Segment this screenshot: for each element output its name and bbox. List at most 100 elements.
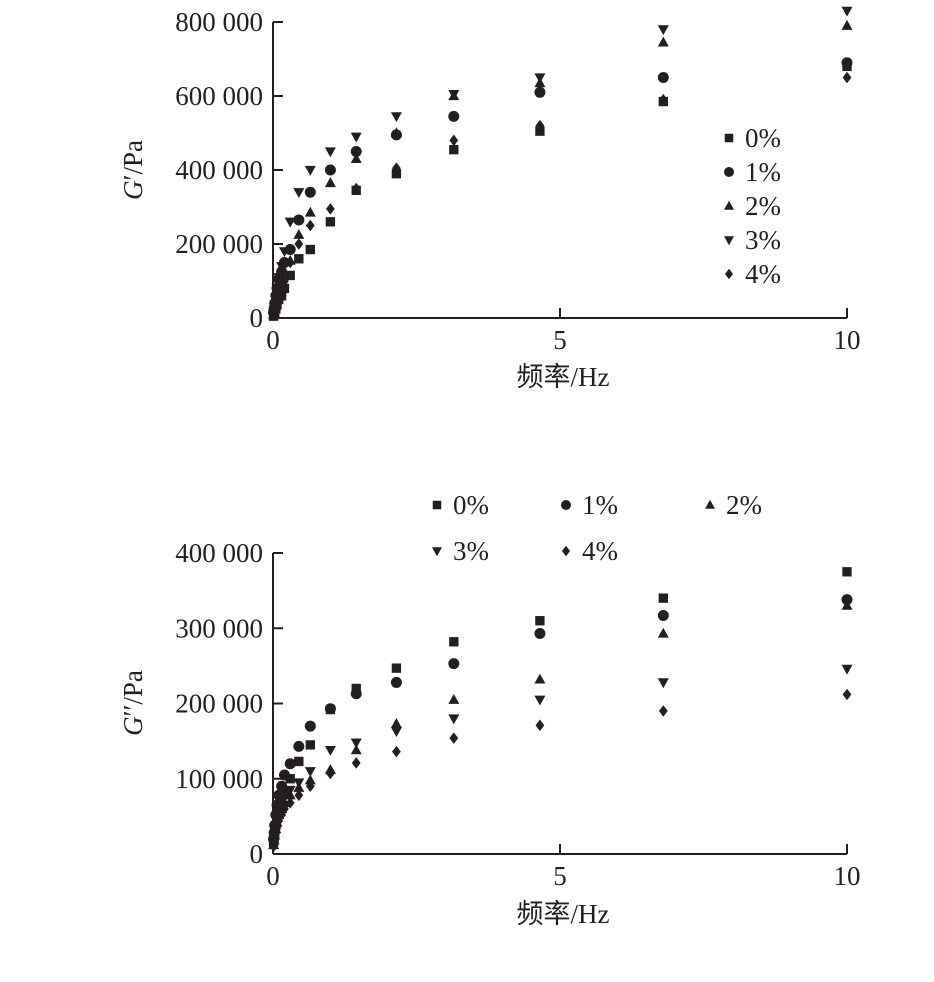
y-tick-label: 0	[250, 303, 264, 333]
data-point	[284, 758, 296, 770]
legend-marker	[432, 547, 442, 557]
data-point	[657, 72, 669, 83]
data-point	[392, 745, 401, 758]
legend-item: 1%	[561, 490, 618, 520]
data-point	[390, 718, 402, 728]
data-point	[294, 238, 304, 250]
legend-item: 4%	[562, 536, 618, 566]
legend-label: 3%	[453, 536, 489, 566]
y-tick-label: 200 000	[175, 229, 263, 259]
chart1-x-axis-label: 频率/Hz	[517, 362, 610, 392]
legend-item: 2%	[724, 191, 781, 221]
data-point	[351, 757, 361, 769]
chart2-legend: 0% 1% 2% 3% 4%	[432, 490, 762, 566]
legend-label: 4%	[582, 536, 618, 566]
data-point	[657, 36, 669, 47]
data-point	[305, 740, 315, 750]
data-point	[293, 188, 305, 198]
series-0pct	[268, 567, 852, 848]
legend-label: 1%	[745, 157, 781, 187]
legend-item: 0%	[432, 490, 489, 520]
data-point	[534, 673, 546, 684]
legend-item: 4%	[725, 259, 781, 289]
legend-label: 3%	[745, 225, 781, 255]
legend-marker	[561, 500, 571, 510]
data-point	[285, 256, 295, 269]
legend-item: 2%	[705, 490, 762, 520]
data-point	[324, 147, 336, 158]
storage-modulus-chart: 0 200 000 400 000 600 000 800 000 0 5 10 G′/Pa…	[118, 6, 861, 392]
data-point	[449, 134, 459, 147]
data-point	[294, 756, 304, 767]
legend-marker	[562, 545, 570, 557]
chart1-y-axis-label: G′/Pa	[118, 140, 148, 200]
data-point	[271, 300, 281, 312]
data-point	[841, 599, 853, 610]
data-point	[449, 732, 459, 744]
data-point	[276, 262, 288, 272]
series-1pct	[268, 594, 853, 845]
y-tick-label: 400 000	[175, 538, 263, 568]
data-point	[351, 182, 361, 195]
data-point	[326, 203, 335, 215]
y-tick-label: 0	[250, 839, 264, 869]
x-tick-label: 10	[834, 861, 861, 891]
data-point	[304, 206, 316, 217]
legend-label: 0%	[453, 490, 489, 520]
y-tick-label: 200 000	[175, 689, 263, 719]
data-point	[324, 746, 336, 756]
legend-item: 3%	[724, 225, 781, 255]
x-tick-label: 5	[553, 861, 567, 891]
data-point	[284, 217, 296, 228]
data-point	[658, 93, 668, 106]
data-point	[284, 785, 296, 796]
legend-item: 0%	[724, 123, 781, 153]
data-point	[449, 144, 459, 155]
data-point	[842, 567, 852, 577]
data-point	[449, 637, 459, 647]
data-point	[276, 780, 288, 792]
legend-marker	[724, 236, 734, 246]
loss-modulus-chart: 0 100 000 200 000 300 000 400 000 0 5 10 G′′/P…	[118, 490, 861, 929]
data-point	[285, 270, 295, 281]
data-point	[293, 778, 305, 789]
data-point	[448, 110, 460, 122]
data-point	[841, 57, 853, 69]
data-point	[304, 774, 316, 785]
chart2-y-axis-label: G′′/Pa	[118, 670, 148, 736]
data-point	[534, 628, 546, 640]
data-point	[278, 769, 290, 781]
data-point	[326, 767, 335, 780]
data-point	[304, 767, 316, 777]
chart1-data-points	[268, 6, 853, 322]
legend-marker	[725, 268, 733, 280]
data-point	[305, 244, 315, 255]
data-point	[350, 688, 362, 700]
data-point	[657, 627, 669, 638]
data-point	[535, 616, 545, 626]
data-point	[390, 112, 402, 123]
data-point	[448, 693, 460, 704]
data-point	[294, 254, 304, 264]
data-point	[272, 294, 282, 307]
legend-marker	[724, 167, 734, 177]
legend-marker	[724, 200, 734, 210]
data-point	[293, 228, 305, 239]
series-4pct	[269, 71, 852, 322]
data-point	[294, 789, 304, 802]
data-point	[293, 214, 305, 226]
chart1-y-ticks: 0 200 000 400 000 600 000 800 000	[175, 7, 283, 333]
data-point	[293, 740, 305, 752]
data-point	[841, 594, 853, 606]
data-point	[390, 676, 402, 688]
data-point	[325, 217, 336, 227]
legend-marker	[705, 499, 715, 509]
data-point	[841, 6, 853, 17]
data-point	[534, 73, 546, 84]
data-point	[392, 162, 401, 174]
data-point	[305, 219, 315, 232]
chart1-x-ticks: 0 5 10	[266, 308, 861, 355]
series-4pct	[269, 688, 852, 853]
legend-label: 4%	[745, 259, 781, 289]
